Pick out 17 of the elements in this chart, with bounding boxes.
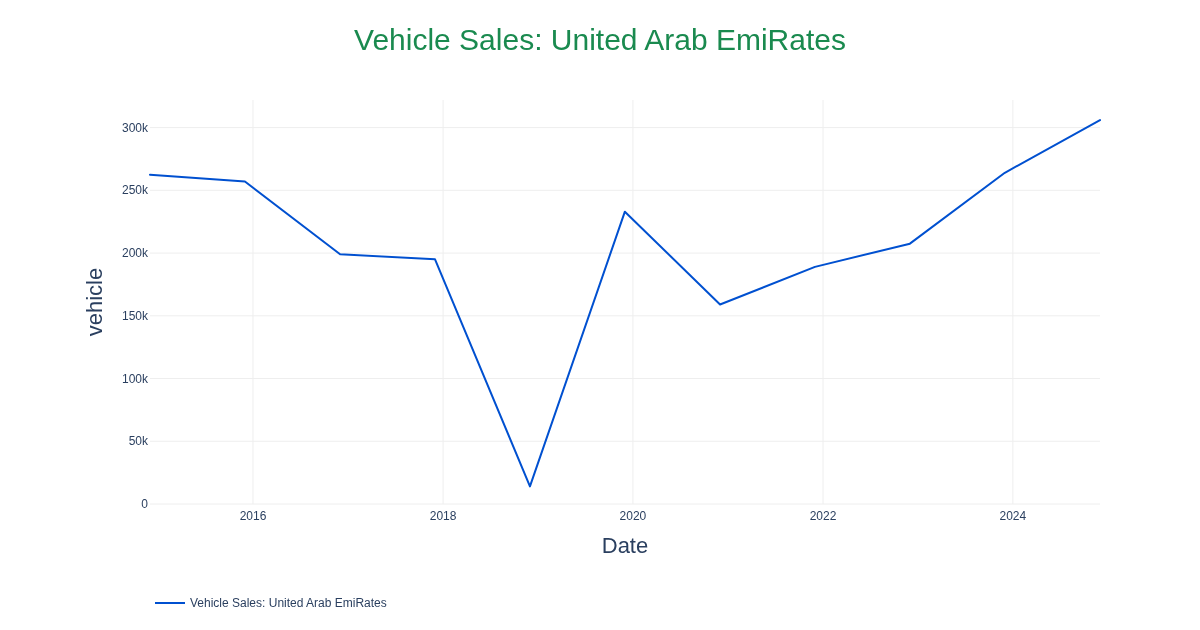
x-tick-label: 2022 xyxy=(809,509,837,523)
x-tick-label: 2024 xyxy=(999,509,1027,523)
y-tick-label: 150k xyxy=(121,308,149,323)
y-tick-label: 300k xyxy=(121,120,149,135)
y-axis-title: vehicle xyxy=(82,267,107,337)
chart-title: Vehicle Sales: United Arab EmiRates xyxy=(354,23,846,56)
y-tick-label: 100k xyxy=(121,371,149,386)
line-series xyxy=(149,119,1101,488)
x-tick-label: 2020 xyxy=(619,509,647,523)
x-tick-label: 2018 xyxy=(429,509,457,523)
y-tick-label: 50k xyxy=(128,434,149,449)
x-tick-label: 2016 xyxy=(239,509,267,523)
y-tick-label: 250k xyxy=(121,183,149,198)
x-axis-title: Date xyxy=(601,533,649,558)
legend-label: Vehicle Sales: United Arab EmiRates xyxy=(190,596,387,610)
y-tick-label: 200k xyxy=(121,246,149,261)
y-tick-label: 0 xyxy=(141,497,149,511)
